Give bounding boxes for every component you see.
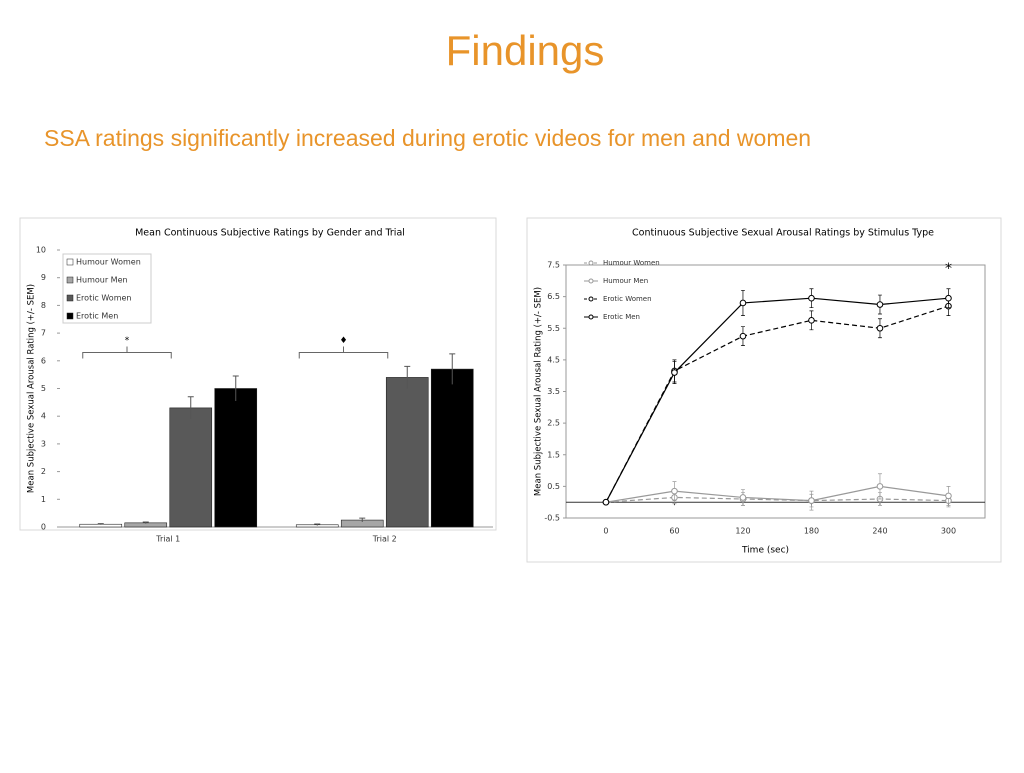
y-tick-label: 7 <box>41 329 46 338</box>
x-tick-label: Trial 1 <box>155 535 180 544</box>
y-tick-label: 9 <box>41 273 46 282</box>
legend-frame <box>62 253 152 324</box>
bar <box>169 407 213 528</box>
legend-marker <box>588 260 594 266</box>
legend-swatch <box>66 294 74 302</box>
y-tick-label: 4 <box>41 412 46 421</box>
point <box>739 332 747 340</box>
legend-label: Humour Women <box>603 259 660 267</box>
x-axis-label: Time (sec) <box>741 546 789 556</box>
y-tick-label: 0 <box>41 523 46 532</box>
y-tick-label: 7.5 <box>547 261 560 270</box>
line <box>605 485 949 503</box>
legend-label: Erotic Men <box>603 313 640 321</box>
point <box>808 317 815 324</box>
slide-title: Findings <box>446 27 605 74</box>
y-tick-label: 1 <box>41 495 46 504</box>
line <box>605 297 949 503</box>
legend-marker <box>588 314 594 320</box>
y-tick-label: 1.5 <box>547 450 560 459</box>
y-tick-label: 4.5 <box>547 355 560 364</box>
annotation: * <box>125 336 130 346</box>
error-bar <box>187 396 194 419</box>
line <box>605 305 949 503</box>
legend-label: Erotic Women <box>603 295 652 303</box>
error-bar <box>314 523 321 526</box>
annotation: * <box>945 261 952 277</box>
bar <box>430 368 474 528</box>
y-tick-label: 6.5 <box>547 292 560 301</box>
line <box>605 496 949 503</box>
y-axis-label: Mean Subjective Sexual Arousal Rating (+… <box>534 287 544 496</box>
legend-label: Erotic Men <box>76 312 118 321</box>
point <box>945 492 952 500</box>
error-bar <box>142 521 149 524</box>
legend-label: Humour Women <box>76 258 141 267</box>
y-tick-label: 5.5 <box>547 324 560 333</box>
x-tick-label: 240 <box>872 527 887 536</box>
x-tick-label: 120 <box>735 527 750 536</box>
legend-swatch <box>66 276 74 284</box>
annotation: ♦ <box>339 336 347 346</box>
point <box>739 299 747 307</box>
bar <box>385 377 429 528</box>
legend-swatch <box>66 258 74 266</box>
x-tick-label: 180 <box>804 527 819 536</box>
x-tick-label: 0 <box>603 527 608 536</box>
point <box>739 494 747 501</box>
point <box>671 487 678 495</box>
point <box>808 294 815 302</box>
y-tick-label: 0.5 <box>547 482 560 491</box>
legend-label: Humour Men <box>76 276 128 285</box>
y-axis-label: Mean Subjective Sexual Arousal Rating (+… <box>27 284 37 493</box>
error-bar <box>359 517 366 523</box>
chart-title: Continuous Subjective Sexual Arousal Rat… <box>632 228 934 239</box>
chart-frame <box>526 217 1002 563</box>
error-bar <box>97 523 104 525</box>
legend-marker <box>588 296 594 302</box>
legend-swatch <box>66 312 74 320</box>
x-tick-label: 60 <box>669 527 679 536</box>
y-tick-label: 6 <box>41 356 46 365</box>
error-bar <box>232 375 239 401</box>
point <box>671 369 678 376</box>
y-tick-label: 8 <box>41 301 46 310</box>
point <box>876 483 884 490</box>
significance-bracket <box>298 346 389 359</box>
y-tick-label: 2.5 <box>547 419 560 428</box>
y-tick-label: 10 <box>36 246 46 255</box>
chart-title: Mean Continuous Subjective Ratings by Ge… <box>135 228 405 239</box>
y-tick-label: 3 <box>41 439 46 448</box>
point <box>602 498 610 506</box>
bar <box>214 388 258 528</box>
legend-label: Humour Men <box>603 277 648 285</box>
legend-label: Erotic Women <box>76 294 131 303</box>
y-tick-label: 5 <box>41 384 46 393</box>
y-tick-label: 2 <box>41 467 46 476</box>
slide-subtitle: SSA ratings significantly increased duri… <box>44 125 811 151</box>
point <box>808 497 815 504</box>
x-tick-label: Trial 2 <box>372 535 397 544</box>
point <box>876 301 884 308</box>
y-tick-label: 3.5 <box>547 387 560 396</box>
point <box>876 324 884 332</box>
x-tick-label: 300 <box>941 527 956 536</box>
error-bar <box>404 365 411 389</box>
legend-marker <box>588 278 594 284</box>
y-tick-label: -0.5 <box>544 514 560 523</box>
point <box>945 294 952 302</box>
significance-bracket <box>82 346 172 359</box>
error-bar <box>449 353 456 385</box>
